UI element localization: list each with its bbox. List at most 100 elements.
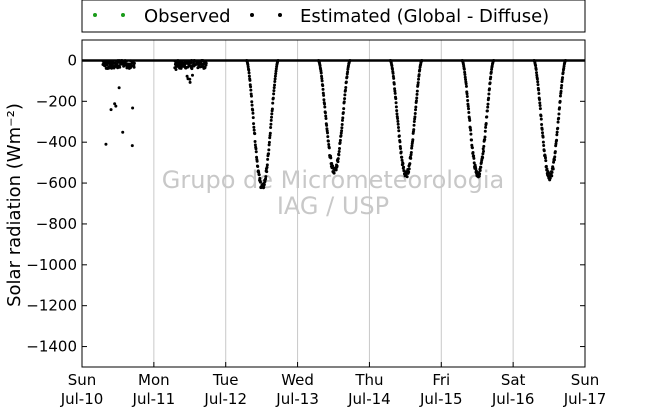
data-point [467, 107, 471, 111]
y-tick-label: −600 [36, 174, 77, 192]
data-point [481, 152, 485, 156]
x-tick-label-date: Jul-11 [132, 390, 176, 408]
data-point [478, 168, 482, 172]
y-axis: 0 −200 −400 −600 −800 −1000 −1200 −1400 [26, 51, 585, 356]
data-point [118, 65, 122, 69]
data-point [267, 152, 271, 156]
data-point [555, 130, 559, 134]
data-point [342, 100, 346, 104]
data-point [560, 83, 564, 87]
data-point [254, 147, 258, 151]
data-point [250, 100, 254, 104]
data-point [250, 103, 254, 107]
data-point [326, 131, 330, 135]
data-point [474, 166, 478, 170]
x-tick-label-date: Jul-12 [203, 390, 247, 408]
data-point [410, 146, 414, 150]
data-point [479, 165, 483, 169]
data-point [415, 92, 419, 96]
data-point [394, 97, 398, 101]
data-point [324, 116, 328, 120]
data-point [462, 67, 466, 71]
y-tick-label: −1000 [26, 256, 77, 274]
data-point [252, 125, 256, 129]
data-point [414, 99, 418, 103]
data-point [204, 61, 208, 65]
data-point [268, 136, 272, 140]
data-point [553, 155, 557, 159]
data-point [464, 84, 468, 88]
data-point [104, 142, 108, 146]
data-point [484, 125, 488, 129]
data-point [415, 89, 419, 93]
data-point [540, 122, 544, 126]
data-point [322, 93, 326, 97]
data-point [555, 133, 559, 137]
data-point [320, 77, 324, 81]
data-point [262, 185, 266, 189]
data-point [535, 73, 539, 77]
data-point [397, 134, 401, 138]
data-point [411, 138, 415, 142]
data-point [415, 96, 419, 100]
x-tick-label-day: Sat [501, 371, 526, 389]
data-point [121, 130, 125, 134]
data-point [323, 111, 327, 115]
data-point [189, 61, 193, 65]
data-point [417, 73, 421, 77]
data-point [557, 116, 561, 120]
data-point [556, 126, 560, 130]
x-tick-label-date: Jul-14 [347, 390, 391, 408]
grid [153, 40, 514, 367]
data-point [265, 165, 269, 169]
data-point [269, 126, 273, 130]
plot-frame [81, 39, 586, 368]
data-point [420, 58, 424, 62]
data-point [390, 67, 394, 71]
x-tick-label-day: Mon [138, 371, 170, 389]
data-point [418, 68, 422, 72]
data-point [247, 74, 251, 78]
data-point [483, 135, 487, 139]
data-point [348, 58, 352, 62]
data-point [322, 98, 326, 102]
data-point [346, 70, 350, 74]
data-point [468, 118, 472, 122]
data-point [544, 164, 548, 168]
data-point [321, 84, 325, 88]
data-point [326, 139, 330, 143]
data-point [320, 74, 324, 78]
legend-estimated-marker [250, 13, 254, 17]
data-point [324, 114, 328, 118]
data-point [265, 163, 269, 167]
y-tick-label: −1200 [26, 297, 77, 315]
data-point [264, 175, 268, 179]
data-point [398, 140, 402, 144]
x-tick-label-date: Jul-10 [60, 390, 104, 408]
data-point [414, 105, 418, 109]
data-point [117, 86, 121, 90]
data-point [482, 144, 486, 148]
data-point [408, 162, 412, 166]
data-point [190, 58, 194, 62]
data-point [253, 139, 257, 143]
data-point [402, 169, 406, 173]
data-point [251, 111, 255, 115]
data-point [130, 144, 134, 148]
data-point [185, 74, 189, 78]
data-point [270, 112, 274, 116]
data-point [257, 173, 261, 177]
data-point [343, 93, 347, 97]
data-point [323, 102, 327, 106]
data-point [332, 171, 336, 175]
data-point [264, 177, 268, 181]
data-point [409, 150, 413, 154]
data-point [269, 122, 273, 126]
data-point [337, 150, 341, 154]
data-point [558, 99, 562, 103]
data-point [396, 125, 400, 129]
data-point [320, 79, 324, 83]
data-point [401, 162, 405, 166]
data-point [540, 127, 544, 131]
data-point [417, 77, 421, 81]
